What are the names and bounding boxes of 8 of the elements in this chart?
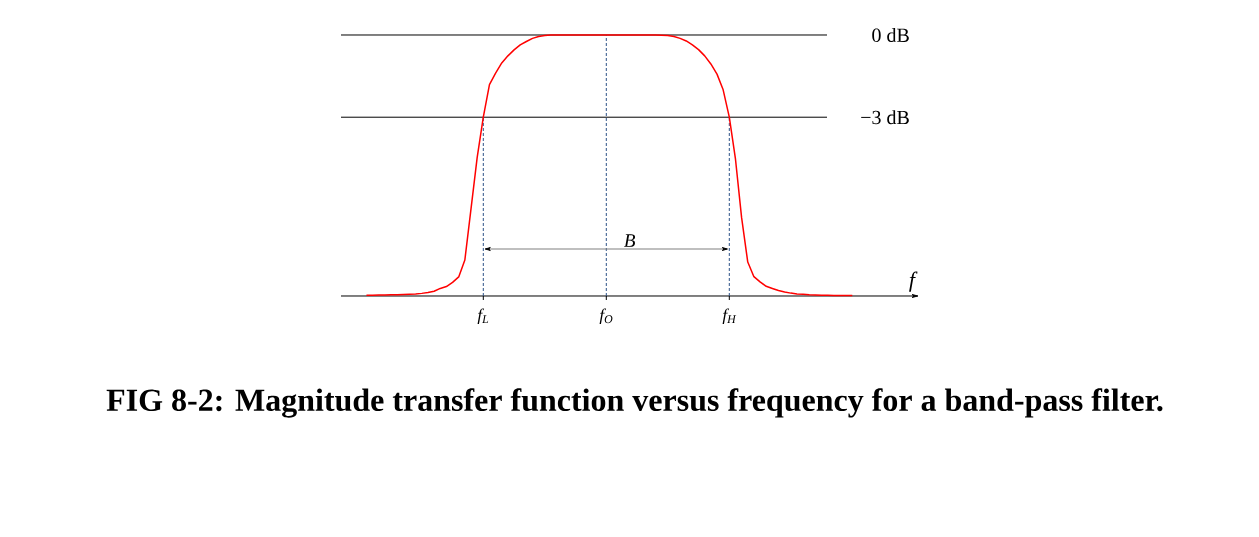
text: FIG 8-2: Magnitude transfer function versus frequency for a band-pass filter. <box>106 388 1163 418</box>
x-tick-label: f$_{H}$ <box>722 308 737 325</box>
x-axis-title: f <box>909 271 918 292</box>
ref-line-label: −3 dB <box>861 110 909 125</box>
x-tick-label: f$_{L}$ <box>477 308 489 325</box>
annotation: B <box>624 234 636 247</box>
ref-line-label: 0 dB <box>872 27 909 43</box>
x-tick-label: f$_{O}$ <box>599 308 613 325</box>
